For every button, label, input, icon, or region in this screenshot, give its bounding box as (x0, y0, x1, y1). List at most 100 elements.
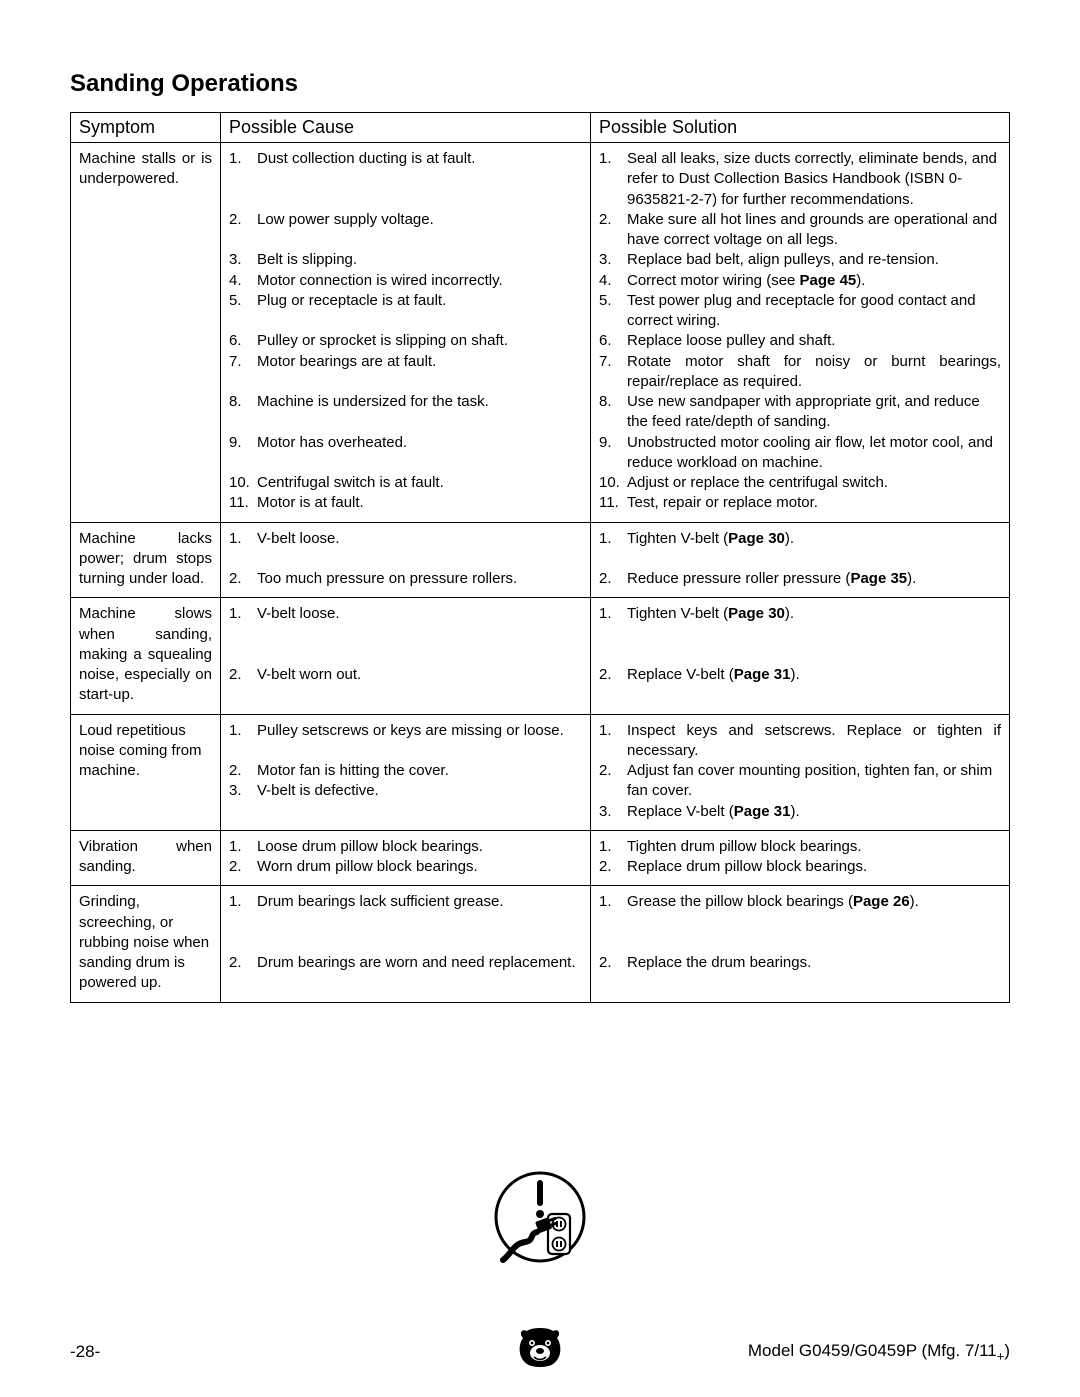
solution-text: Replace drum pillow block bearings. (627, 857, 1001, 877)
cause-item: 2.V-belt worn out. (229, 665, 582, 685)
cause-text: Low power supply voltage. (257, 210, 582, 251)
cause-text: Belt is slipping. (257, 250, 582, 270)
solution-cell: 1.Tighten drum pillow block bearings.2. R… (591, 830, 1010, 886)
list-number: 1. (599, 892, 621, 953)
solution-text: Tighten V-belt (Page 30). (627, 604, 1001, 665)
solution-item: 2.Reduce pressure roller pressure (Page … (599, 569, 1001, 589)
list-number: 7. (229, 352, 251, 393)
cause-text: V-belt is defective. (257, 781, 582, 801)
list-number: 2. (599, 569, 621, 589)
list-number: 9. (599, 433, 621, 474)
cause-text: Worn drum pillow block bearings. (257, 857, 582, 877)
table-row: Grinding, screeching, or rubbing noise w… (71, 886, 1010, 1002)
cause-item: 1.Loose drum pillow block bearings. (229, 837, 582, 857)
solution-text: Tighten V-belt (Page 30). (627, 529, 1001, 570)
solution-item: 4. Correct motor wiring (see Page 45). (599, 271, 1001, 291)
symptom-cell: Machine stalls or is underpowered. (71, 143, 221, 523)
solution-item: 3. Replace bad belt, align pulleys, and r… (599, 250, 1001, 270)
list-number: 1. (229, 604, 251, 665)
cause-item: 7.Motor bearings are at fault. (229, 352, 582, 393)
model-text-suffix: ) (1004, 1341, 1010, 1360)
cause-item: 1.V-belt loose. (229, 604, 582, 665)
solution-cell: 1.Seal all leaks, size ducts correctly, … (591, 143, 1010, 523)
cause-text: Loose drum pillow block bearings. (257, 837, 582, 857)
cause-cell: 1.Drum bearings lack sufficient grease.2… (221, 886, 591, 1002)
cause-item: 5.Plug or receptacle is at fault. (229, 291, 582, 332)
cause-text: V-belt loose. (257, 604, 582, 665)
cause-text: Drum bearings are worn and need replacem… (257, 953, 582, 994)
list-number: 2. (599, 210, 621, 251)
solution-text: Test, repair or replace motor. (627, 493, 1001, 513)
col-header-symptom: Symptom (71, 113, 221, 143)
solution-item: 5.Test power plug and receptacle for goo… (599, 291, 1001, 332)
troubleshoot-table: Symptom Possible Cause Possible Solution… (70, 112, 1010, 1003)
cause-text: Motor fan is hitting the cover. (257, 761, 582, 781)
cause-text: Motor bearings are at fault. (257, 352, 582, 393)
model-text-prefix: Model G0459/G0459P (Mfg. 7/11 (748, 1341, 997, 1360)
list-number: 9. (229, 433, 251, 474)
solution-text: Rotate motor shaft for noisy or burnt be… (627, 352, 1001, 393)
list-number: 2. (599, 761, 621, 802)
list-number: 2. (229, 857, 251, 877)
cause-text: Centrifugal switch is at fault. (257, 473, 582, 493)
list-number: 2. (599, 857, 621, 877)
list-number: 10. (229, 473, 251, 493)
cause-item: 2. Worn drum pillow block bearings. (229, 857, 582, 877)
model-info: Model G0459/G0459P (Mfg. 7/11+) (748, 1341, 1010, 1363)
col-header-solution: Possible Solution (591, 113, 1010, 143)
solution-text: Inspect keys and setscrews. Replace or t… (627, 721, 1001, 762)
cause-cell: 1.V-belt loose.2.Too much pressure on pr… (221, 522, 591, 598)
solution-item: 6.Replace loose pulley and shaft. (599, 331, 1001, 351)
table-row: Vibration when sanding.1.Loose drum pill… (71, 830, 1010, 886)
symptom-text: Machine lacks power; drum stops turning … (79, 529, 212, 590)
solution-cell: 1.Grease the pillow block bearings (Page… (591, 886, 1010, 1002)
list-number: 2. (229, 761, 251, 781)
solution-text: Replace bad belt, align pulleys, and re-… (627, 250, 1001, 270)
cause-item: 1.V-belt loose. (229, 529, 582, 570)
list-number: 8. (599, 392, 621, 433)
solution-text: Correct motor wiring (see Page 45). (627, 271, 1001, 291)
symptom-text: Machine stalls or is underpowered. (79, 149, 212, 190)
solution-item: 2.Adjust fan cover mounting position, ti… (599, 761, 1001, 802)
list-number: 4. (599, 271, 621, 291)
solution-text: Unobstructed motor cooling air flow, let… (627, 433, 1001, 474)
solution-text: Grease the pillow block bearings (Page 2… (627, 892, 1001, 953)
list-number: 2. (599, 665, 621, 685)
list-number: 1. (599, 149, 621, 210)
list-number: 10. (599, 473, 621, 493)
solution-cell: 1.Tighten V-belt (Page 30).2.Reduce pres… (591, 522, 1010, 598)
solution-text: Replace the drum bearings. (627, 953, 1001, 994)
solution-item: 1.Tighten drum pillow block bearings. (599, 837, 1001, 857)
list-number: 1. (229, 529, 251, 570)
solution-item: 3.Replace V-belt (Page 31). (599, 802, 1001, 822)
solution-text: Test power plug and receptacle for good … (627, 291, 1001, 332)
cause-cell: 1.Dust collection ducting is at fault.2.… (221, 143, 591, 523)
list-number: 11. (599, 493, 621, 513)
symptom-text: Machine slows when sanding, making a squ… (79, 604, 212, 705)
symptom-text: Grinding, screeching, or rubbing noise w… (79, 892, 212, 993)
list-number: 2. (229, 569, 251, 589)
solution-text: Replace loose pulley and shaft. (627, 331, 1001, 351)
cause-text: Machine is undersized for the task. (257, 392, 582, 433)
cause-item: 11.Motor is at fault. (229, 493, 582, 513)
cause-text: V-belt loose. (257, 529, 582, 570)
list-number: 1. (599, 837, 621, 857)
cause-text: Motor connection is wired incorrectly. (257, 271, 582, 291)
list-number: 4. (229, 271, 251, 291)
symptom-cell: Vibration when sanding. (71, 830, 221, 886)
solution-text: Use new sandpaper with appropriate grit,… (627, 392, 1001, 433)
cause-item: 10. Centrifugal switch is at fault. (229, 473, 582, 493)
cause-item: 9.Motor has overheated. (229, 433, 582, 474)
cause-text: Motor has overheated. (257, 433, 582, 474)
list-number: 2. (599, 953, 621, 994)
symptom-text: Vibration when sanding. (79, 837, 212, 878)
cause-cell: 1.V-belt loose.2.V-belt worn out. (221, 598, 591, 714)
cause-item: 2.Low power supply voltage. (229, 210, 582, 251)
list-number: 3. (599, 250, 621, 270)
list-number: 1. (229, 721, 251, 762)
list-number: 2. (229, 953, 251, 994)
solution-text: Adjust or replace the centrifugal switch… (627, 473, 1001, 493)
cause-text: Too much pressure on pressure rollers. (257, 569, 582, 589)
list-number: 5. (599, 291, 621, 332)
solution-item: 1.Tighten V-belt (Page 30). (599, 604, 1001, 665)
